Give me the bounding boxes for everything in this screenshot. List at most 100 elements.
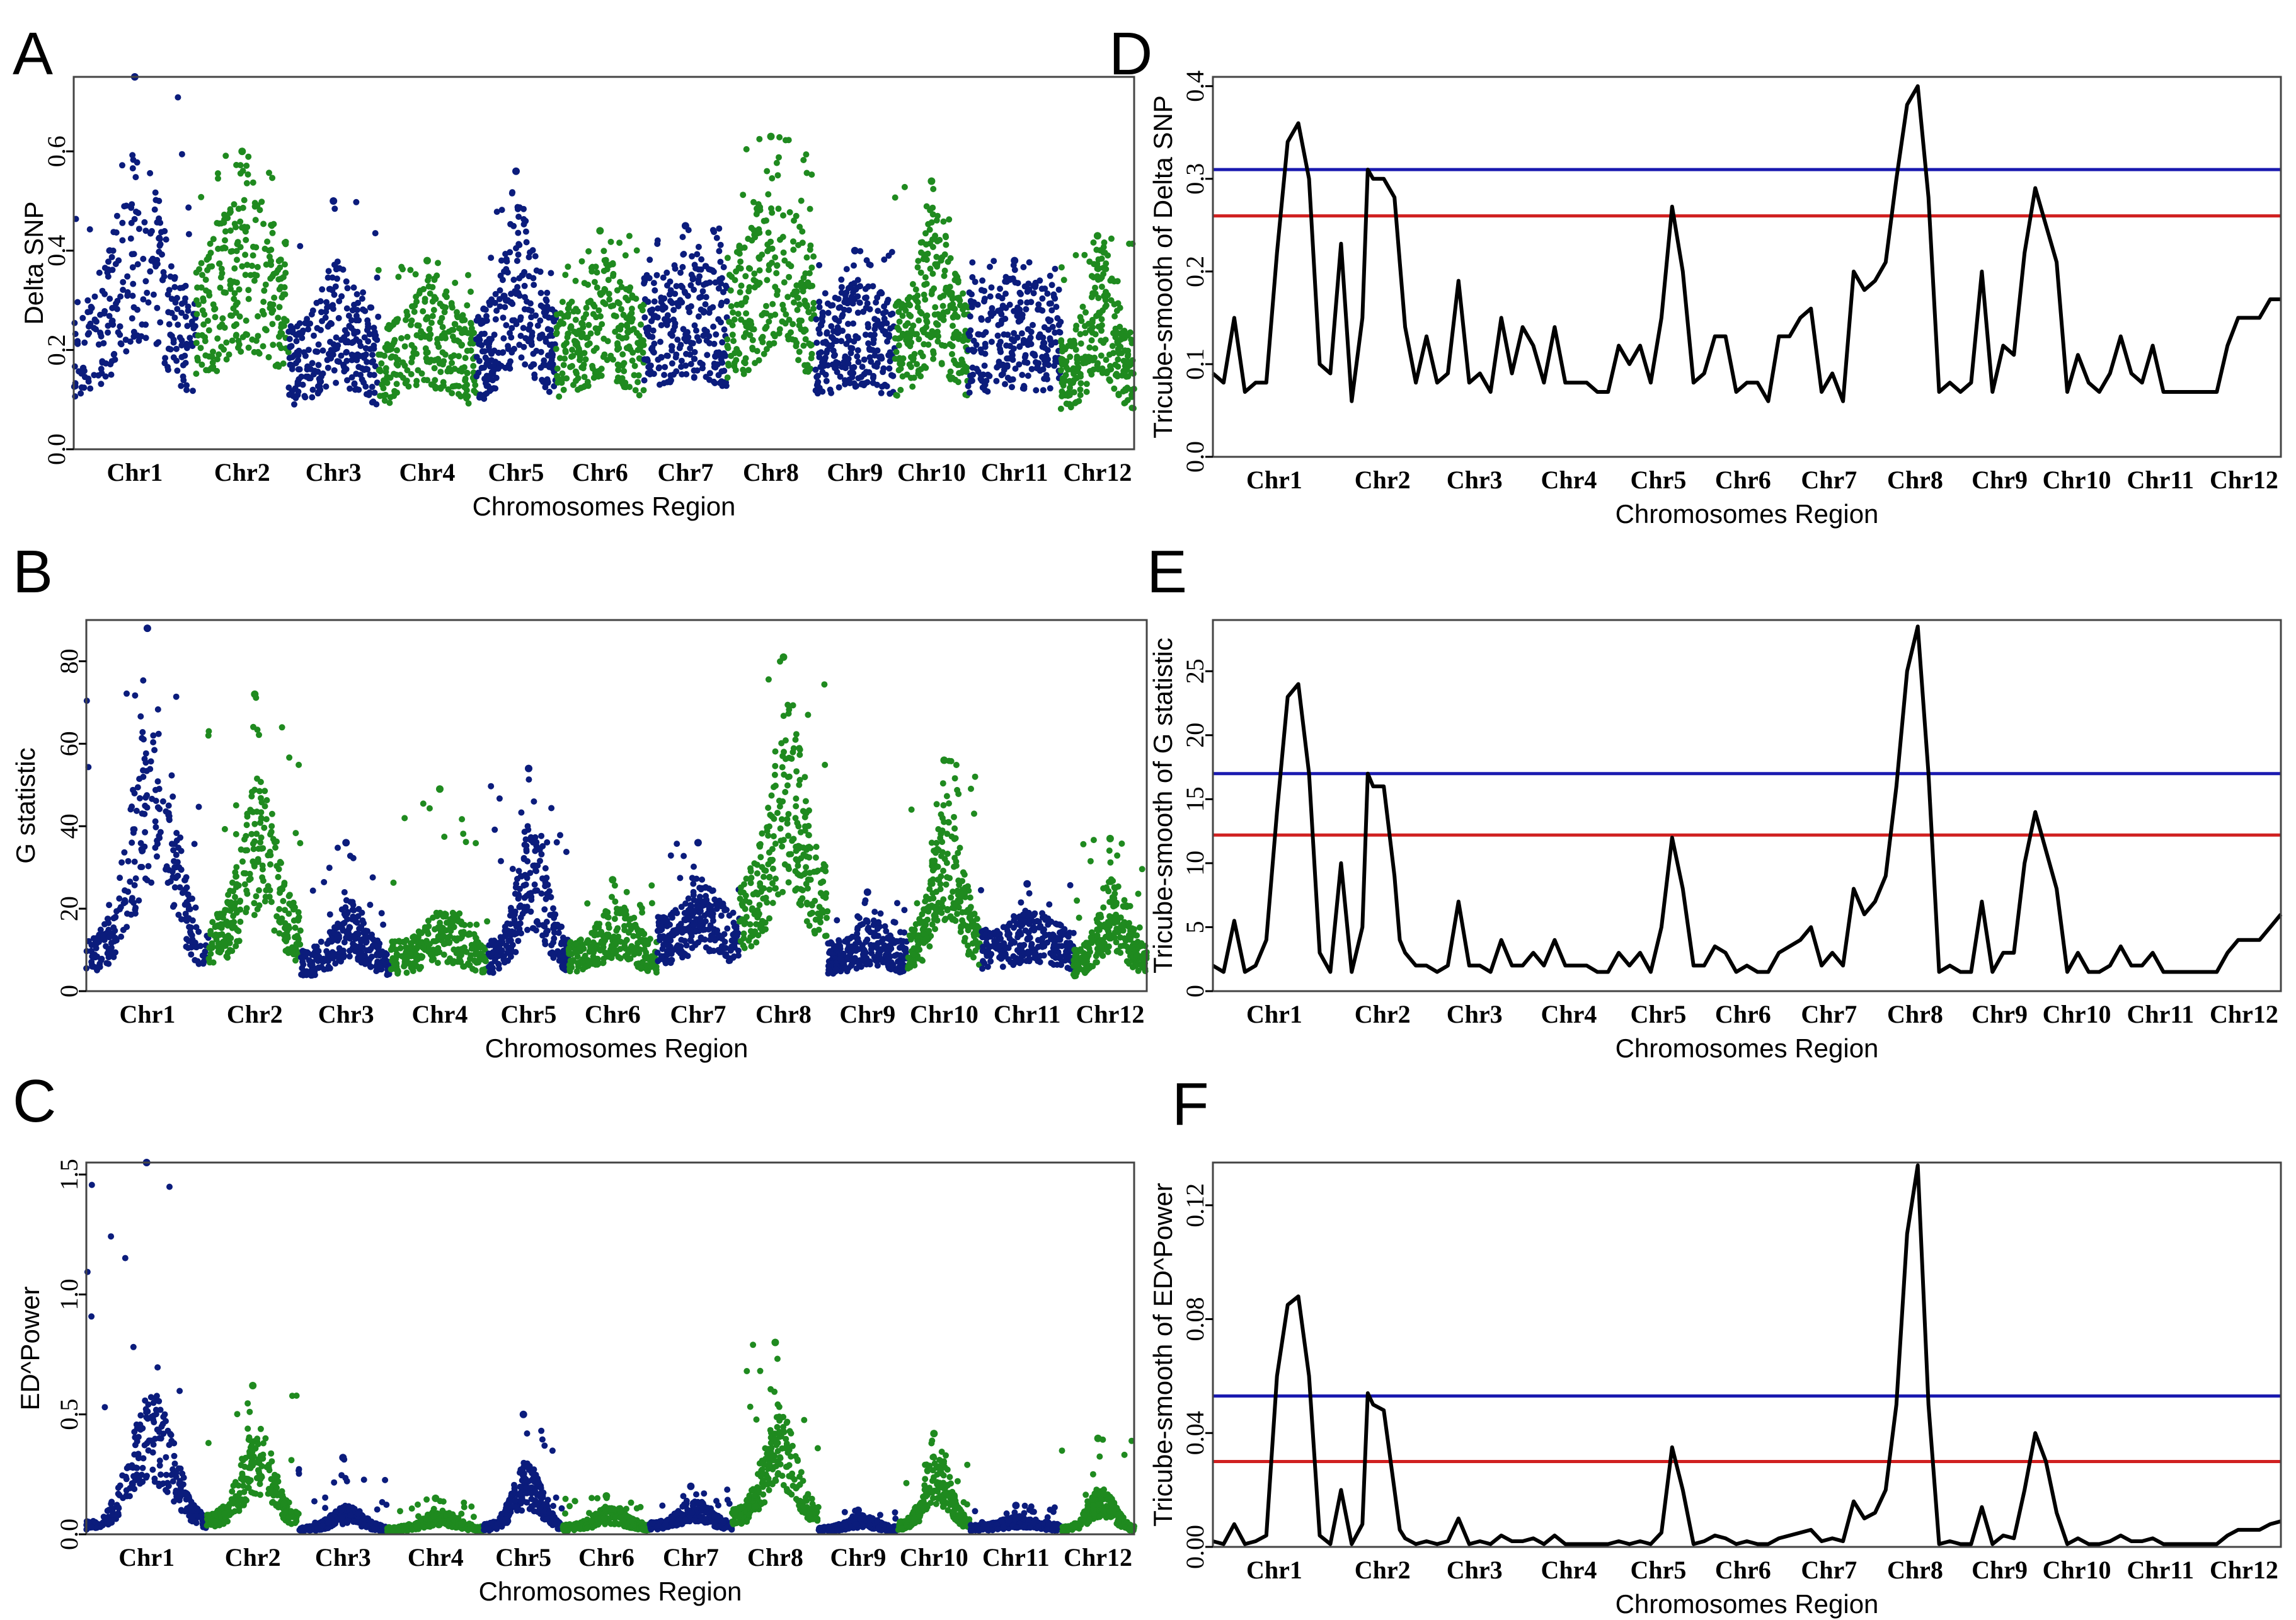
snp-point bbox=[606, 296, 613, 303]
snp-point bbox=[284, 922, 290, 929]
snp-point bbox=[299, 381, 306, 388]
snp-point bbox=[512, 884, 519, 891]
snp-point bbox=[293, 338, 300, 345]
snp-point bbox=[803, 169, 810, 176]
snp-point bbox=[615, 367, 622, 374]
snp-point bbox=[691, 374, 697, 381]
snp-point bbox=[124, 292, 131, 299]
snp-point bbox=[214, 335, 221, 342]
snp-point bbox=[893, 348, 900, 355]
snp-point bbox=[380, 921, 387, 928]
snp-point bbox=[227, 277, 234, 284]
snp-point bbox=[381, 352, 388, 359]
snp-point bbox=[810, 299, 817, 306]
snp-point bbox=[386, 399, 393, 406]
snp-point bbox=[915, 258, 922, 265]
snp-point bbox=[680, 853, 687, 859]
snp-point bbox=[186, 924, 193, 931]
snp-point bbox=[237, 918, 244, 925]
snp-point bbox=[325, 963, 332, 970]
snp-point bbox=[569, 363, 575, 369]
snp-point bbox=[1077, 392, 1084, 398]
snp-point bbox=[323, 383, 330, 390]
snp-point bbox=[303, 970, 310, 977]
snp-point bbox=[515, 868, 522, 875]
snp-point bbox=[592, 368, 599, 375]
snp-point bbox=[226, 351, 232, 358]
snp-point bbox=[837, 373, 844, 380]
snp-point bbox=[544, 326, 551, 333]
snp-point bbox=[934, 261, 941, 268]
snp-point bbox=[347, 947, 353, 954]
snp-point bbox=[667, 372, 674, 379]
snp-point bbox=[142, 227, 149, 234]
snp-point bbox=[243, 832, 250, 839]
snp-point bbox=[215, 175, 221, 182]
snp-point bbox=[222, 228, 229, 235]
snp-point bbox=[723, 298, 730, 305]
snp-point bbox=[192, 904, 199, 911]
snp-point bbox=[527, 870, 534, 876]
snp-point bbox=[464, 302, 471, 309]
snp-point bbox=[846, 307, 852, 314]
snp-point bbox=[919, 353, 926, 360]
snp-point bbox=[1094, 312, 1101, 319]
snp-point bbox=[120, 287, 127, 293]
snp-point bbox=[199, 272, 205, 279]
snp-point bbox=[318, 309, 324, 316]
snp-point bbox=[471, 958, 478, 965]
snp-point bbox=[721, 367, 728, 374]
snp-point bbox=[534, 322, 541, 329]
snp-point bbox=[276, 905, 283, 912]
snp-point bbox=[574, 960, 581, 967]
snp-point bbox=[349, 307, 356, 314]
snp-point bbox=[808, 315, 815, 322]
snp-point bbox=[189, 936, 196, 943]
snp-point bbox=[1081, 323, 1088, 330]
snp-point bbox=[313, 956, 320, 963]
points-a bbox=[71, 73, 1137, 412]
snp-point bbox=[574, 349, 581, 356]
snp-point bbox=[98, 370, 105, 377]
snp-point bbox=[774, 262, 781, 269]
snp-point bbox=[687, 938, 694, 945]
snp-point bbox=[179, 890, 186, 896]
snp-point bbox=[591, 279, 598, 285]
snp-point bbox=[550, 922, 557, 929]
snp-point bbox=[1048, 307, 1055, 314]
snp-point bbox=[456, 325, 462, 332]
snp-point bbox=[165, 309, 172, 316]
snp-point bbox=[348, 357, 355, 364]
snp-point bbox=[328, 303, 335, 310]
snp-point bbox=[980, 331, 987, 338]
snp-point bbox=[924, 319, 931, 326]
snp-point bbox=[295, 357, 302, 364]
snp-point bbox=[393, 967, 400, 974]
snp-point bbox=[520, 325, 527, 331]
snp-point bbox=[122, 899, 129, 905]
snp-point bbox=[838, 338, 845, 345]
snp-point bbox=[232, 802, 239, 809]
snp-point bbox=[285, 911, 292, 917]
snp-point bbox=[461, 384, 468, 391]
snp-point bbox=[243, 163, 250, 169]
snp-point bbox=[260, 343, 267, 350]
snp-point bbox=[173, 357, 180, 364]
snp-point bbox=[662, 936, 669, 943]
snp-point bbox=[135, 897, 142, 904]
snp-point bbox=[128, 911, 135, 918]
snp-point bbox=[1041, 376, 1048, 382]
snp-point bbox=[156, 242, 163, 249]
snp-point bbox=[216, 911, 223, 918]
snp-point bbox=[552, 911, 559, 918]
snp-point bbox=[621, 368, 628, 374]
snp-point bbox=[276, 304, 283, 311]
snp-point bbox=[565, 313, 571, 320]
snp-point bbox=[941, 272, 948, 279]
snp-point bbox=[449, 360, 456, 366]
snp-point bbox=[843, 340, 850, 347]
snp-point bbox=[275, 258, 282, 265]
snp-point bbox=[1098, 284, 1105, 290]
snp-point bbox=[205, 255, 212, 261]
snp-point bbox=[657, 338, 663, 345]
